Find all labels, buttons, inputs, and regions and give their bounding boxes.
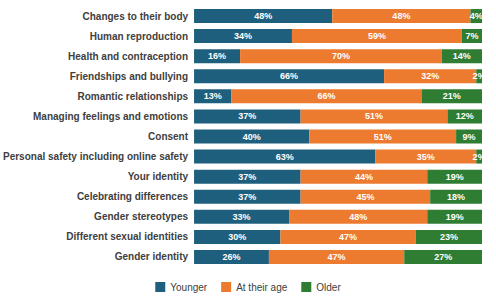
svg-text:45%: 45% <box>356 192 374 202</box>
svg-text:Older: Older <box>316 282 341 293</box>
svg-text:2%: 2% <box>473 152 486 162</box>
svg-text:33%: 33% <box>233 212 251 222</box>
svg-text:Friendships and bullying: Friendships and bullying <box>70 71 188 82</box>
svg-text:Human reproduction: Human reproduction <box>90 31 188 42</box>
svg-text:13%: 13% <box>204 91 222 101</box>
svg-text:12%: 12% <box>456 111 474 121</box>
svg-text:Celebrating differences: Celebrating differences <box>77 191 189 202</box>
svg-text:19%: 19% <box>446 172 464 182</box>
svg-text:59%: 59% <box>368 31 386 41</box>
svg-text:66%: 66% <box>317 91 335 101</box>
svg-text:Personal safety including onli: Personal safety including online safety <box>3 151 188 162</box>
svg-text:37%: 37% <box>238 172 256 182</box>
svg-text:4%: 4% <box>470 11 483 21</box>
svg-text:47%: 47% <box>328 252 346 262</box>
svg-text:19%: 19% <box>446 212 464 222</box>
svg-text:2%: 2% <box>473 71 486 81</box>
svg-text:70%: 70% <box>332 51 350 61</box>
svg-text:48%: 48% <box>254 11 272 21</box>
svg-text:23%: 23% <box>440 232 458 242</box>
svg-text:18%: 18% <box>447 192 465 202</box>
svg-text:Changes to their body: Changes to their body <box>82 11 188 22</box>
svg-text:9%: 9% <box>463 132 476 142</box>
svg-text:47%: 47% <box>339 232 357 242</box>
svg-text:37%: 37% <box>238 111 256 121</box>
svg-text:40%: 40% <box>243 132 261 142</box>
svg-text:34%: 34% <box>234 31 252 41</box>
svg-text:14%: 14% <box>453 51 471 61</box>
svg-text:37%: 37% <box>238 192 256 202</box>
svg-text:Health and contraception: Health and contraception <box>68 51 188 62</box>
svg-text:48%: 48% <box>349 212 367 222</box>
svg-text:51%: 51% <box>374 132 392 142</box>
svg-text:Your identity: Your identity <box>128 171 189 182</box>
svg-text:21%: 21% <box>443 91 461 101</box>
svg-text:Managing feelings and emotions: Managing feelings and emotions <box>33 111 188 122</box>
svg-text:30%: 30% <box>228 232 246 242</box>
svg-text:Gender identity: Gender identity <box>115 251 189 262</box>
svg-text:44%: 44% <box>355 172 373 182</box>
svg-text:63%: 63% <box>276 152 294 162</box>
svg-text:Younger: Younger <box>170 282 208 293</box>
svg-text:Gender stereotypes: Gender stereotypes <box>94 211 188 222</box>
svg-text:Different sexual identities: Different sexual identities <box>66 231 188 242</box>
svg-text:32%: 32% <box>421 71 439 81</box>
svg-text:51%: 51% <box>365 111 383 121</box>
svg-text:At their age: At their age <box>236 282 288 293</box>
svg-text:27%: 27% <box>434 252 452 262</box>
svg-text:48%: 48% <box>392 11 410 21</box>
svg-text:26%: 26% <box>222 252 240 262</box>
svg-text:66%: 66% <box>280 71 298 81</box>
svg-text:Consent: Consent <box>148 131 189 142</box>
svg-text:35%: 35% <box>417 152 435 162</box>
svg-text:Romantic relationships: Romantic relationships <box>77 91 188 102</box>
svg-text:7%: 7% <box>465 31 478 41</box>
svg-text:16%: 16% <box>208 51 226 61</box>
